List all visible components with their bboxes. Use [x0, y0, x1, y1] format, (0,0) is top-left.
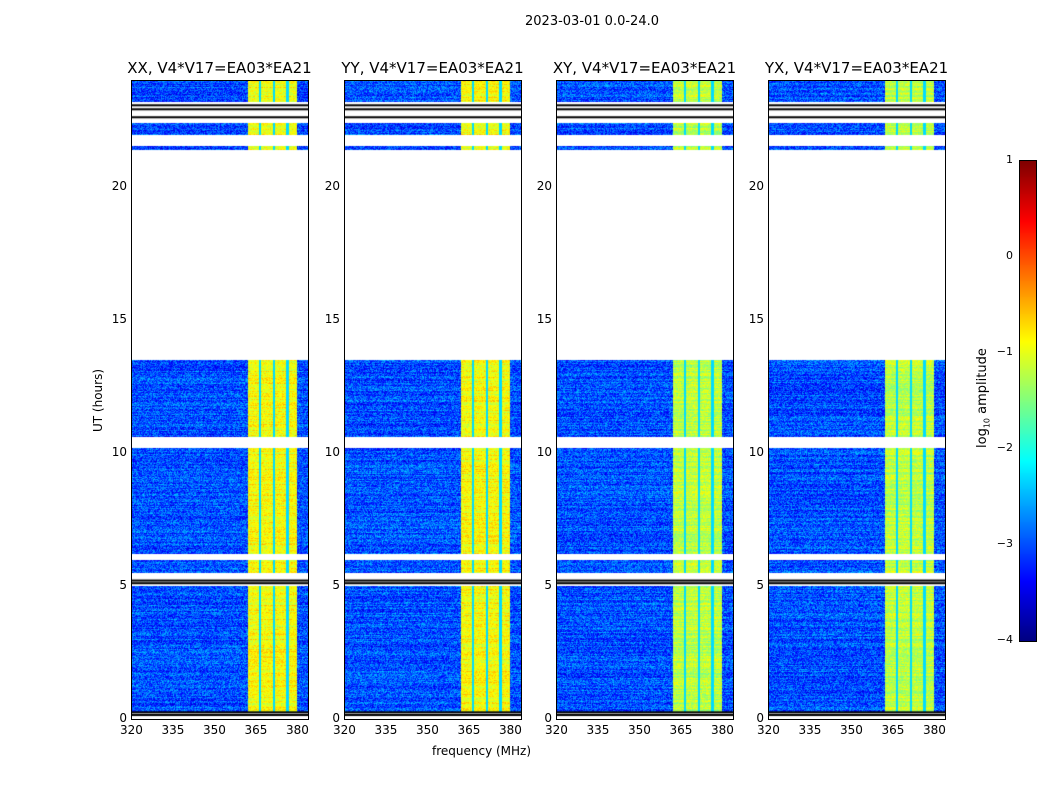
colorbar-tick-label: 0 [1006, 249, 1013, 262]
x-tick-label: 380 [922, 723, 946, 737]
panel-frame [768, 80, 946, 720]
x-tick-label: 335 [586, 723, 610, 737]
x-tick-label: 350 [839, 723, 863, 737]
x-tick-label: 320 [545, 723, 568, 737]
y-tick-label: 5 [119, 577, 127, 592]
y-tick-label: 0 [544, 711, 552, 725]
y-tick-label: 15 [536, 311, 552, 326]
y-tick-label: 15 [748, 311, 764, 326]
colorbar-tick-label: −2 [996, 441, 1013, 454]
y-tick-label: 5 [544, 577, 552, 592]
y-axis-label: UT (hours) [91, 368, 105, 432]
x-tick-label: 320 [757, 723, 780, 737]
colorbar-tick-label: −1 [996, 345, 1013, 358]
y-tick-label: 10 [324, 444, 340, 459]
y-tick-label: 20 [324, 178, 340, 193]
y-tick-label: 0 [756, 711, 764, 725]
colorbar-label: log10 amplitude [975, 348, 992, 448]
x-tick-label: 365 [881, 723, 905, 737]
colorbar [1019, 160, 1037, 642]
x-tick-label: 335 [374, 723, 398, 737]
x-tick-label: 350 [415, 723, 439, 737]
spectrogram-heatmap [556, 80, 733, 719]
panel-frame [344, 80, 522, 720]
x-tick-label: 335 [798, 723, 822, 737]
x-tick-label: 365 [244, 723, 268, 737]
panel-title: YY, V4*V17=EA03*EA21 [341, 59, 524, 77]
y-tick-label: 10 [111, 444, 127, 459]
spectrogram-heatmap [131, 80, 308, 719]
x-tick-label: 380 [710, 723, 734, 737]
y-tick-label: 15 [324, 311, 340, 326]
y-tick-label: 20 [111, 178, 127, 193]
x-tick-label: 350 [202, 723, 226, 737]
x-tick-label: 320 [120, 723, 143, 737]
y-tick-label: 20 [748, 178, 764, 193]
x-axis-label: frequency (MHz) [432, 744, 532, 758]
spectrogram-heatmap [768, 80, 945, 719]
y-tick-label: 0 [119, 711, 127, 725]
x-tick-label: 365 [457, 723, 481, 737]
spectrogram-heatmap [344, 80, 521, 719]
x-tick-label: 335 [161, 723, 185, 737]
y-tick-label: 5 [756, 577, 764, 592]
y-tick-label: 0 [332, 711, 340, 725]
x-tick-label: 350 [627, 723, 651, 737]
panel-title: XY, V4*V17=EA03*EA21 [552, 59, 737, 77]
panel-frame [556, 80, 734, 720]
panel-title: YX, V4*V17=EA03*EA21 [764, 59, 949, 77]
colorbar-tick-label: −3 [996, 537, 1013, 550]
panel-frame [131, 80, 309, 720]
x-tick-label: 380 [498, 723, 522, 737]
y-tick-label: 5 [332, 577, 340, 592]
y-tick-label: 20 [536, 178, 552, 193]
x-tick-label: 320 [333, 723, 356, 737]
y-tick-label: 15 [111, 311, 127, 326]
y-tick-label: 10 [536, 444, 552, 459]
colorbar-tick-label: 1 [1006, 153, 1013, 166]
x-tick-label: 380 [285, 723, 309, 737]
x-tick-label: 365 [669, 723, 693, 737]
figure-title: 2023-03-01 0.0-24.0 [525, 14, 659, 29]
colorbar-tick-label: −4 [996, 633, 1013, 646]
panel-title: XX, V4*V17=EA03*EA21 [127, 59, 312, 77]
y-tick-label: 10 [748, 444, 764, 459]
